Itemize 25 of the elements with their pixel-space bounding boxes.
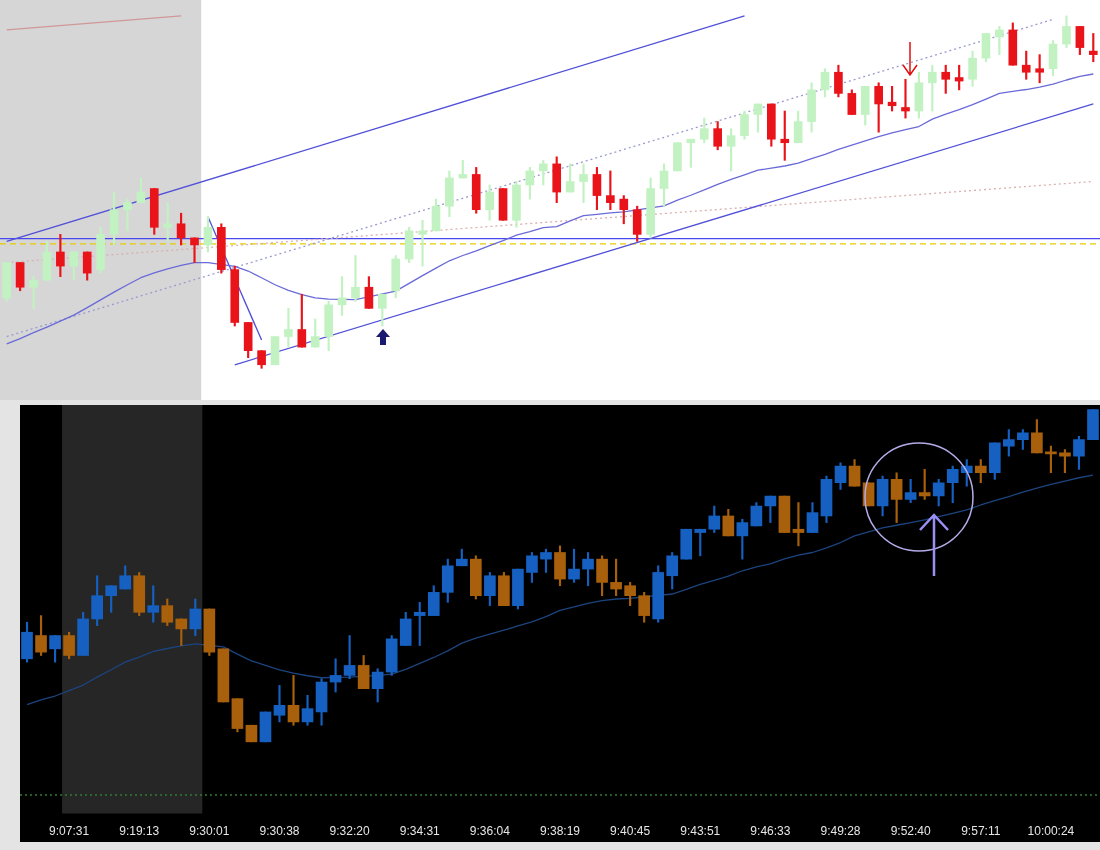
candlestick xyxy=(123,198,132,232)
x-tick-label: 9:52:40 xyxy=(890,824,931,839)
x-tick-label: 9:30:38 xyxy=(259,824,300,839)
candlestick xyxy=(901,78,910,119)
x-tick-label: 9:38:19 xyxy=(539,824,581,839)
x-tick-label: 9:46:33 xyxy=(750,824,791,839)
candlestick xyxy=(287,675,300,726)
x-tick-label: 9:07:31 xyxy=(49,824,90,839)
candlestick xyxy=(273,685,286,723)
candlestick xyxy=(418,219,427,267)
x-tick-label: 9:40:45 xyxy=(610,824,651,839)
candlestick xyxy=(190,237,199,263)
x-tick-label: 9:30:01 xyxy=(189,824,230,839)
x-tick-label: 9:49:28 xyxy=(820,824,861,839)
x-tick-label: 9:57:11 xyxy=(961,824,1001,839)
candlestick xyxy=(792,502,805,547)
x-tick-label: 10:00:24 xyxy=(1027,824,1075,839)
candlestick xyxy=(29,276,38,309)
x-tick-label: 9:19:13 xyxy=(119,824,160,839)
x-tick-label: 9:32:20 xyxy=(329,824,370,839)
candlestick xyxy=(351,255,360,302)
x-tick-label: 9:36:04 xyxy=(469,824,511,839)
x-tick-label: 9:34:31 xyxy=(399,824,441,839)
x-tick-label: 9:43:51 xyxy=(680,824,721,839)
candlestick xyxy=(579,163,588,203)
